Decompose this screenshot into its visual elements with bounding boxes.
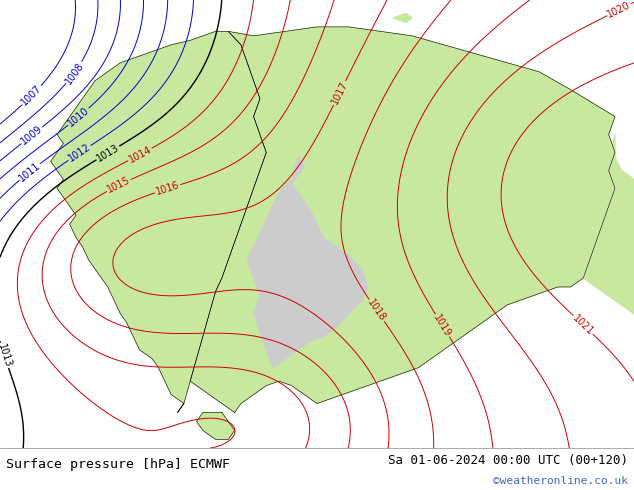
Text: 1018: 1018 <box>366 297 388 323</box>
Polygon shape <box>51 31 266 413</box>
Text: 1021: 1021 <box>571 313 595 337</box>
Text: 1010: 1010 <box>66 105 91 128</box>
Polygon shape <box>583 135 634 314</box>
Text: Surface pressure [hPa] ECMWF: Surface pressure [hPa] ECMWF <box>6 458 230 471</box>
Text: 1015: 1015 <box>105 175 132 196</box>
Text: 1014: 1014 <box>127 144 153 165</box>
Text: 1007: 1007 <box>20 83 44 108</box>
Text: 1017: 1017 <box>330 80 349 106</box>
Text: 1008: 1008 <box>63 60 86 86</box>
Text: 1016: 1016 <box>154 180 181 197</box>
Text: ©weatheronline.co.uk: ©weatheronline.co.uk <box>493 476 628 486</box>
Text: 1012: 1012 <box>67 142 93 164</box>
Text: Sa 01-06-2024 00:00 UTC (00+120): Sa 01-06-2024 00:00 UTC (00+120) <box>387 454 628 467</box>
Text: 1011: 1011 <box>17 160 42 183</box>
Polygon shape <box>197 413 235 440</box>
Text: 1013: 1013 <box>95 143 121 164</box>
Text: 1009: 1009 <box>19 124 44 147</box>
Text: 1013: 1013 <box>0 342 13 368</box>
Text: 1019: 1019 <box>432 312 453 339</box>
Text: 1020: 1020 <box>606 0 632 20</box>
Polygon shape <box>190 27 615 413</box>
Polygon shape <box>393 13 412 23</box>
Polygon shape <box>247 157 368 368</box>
